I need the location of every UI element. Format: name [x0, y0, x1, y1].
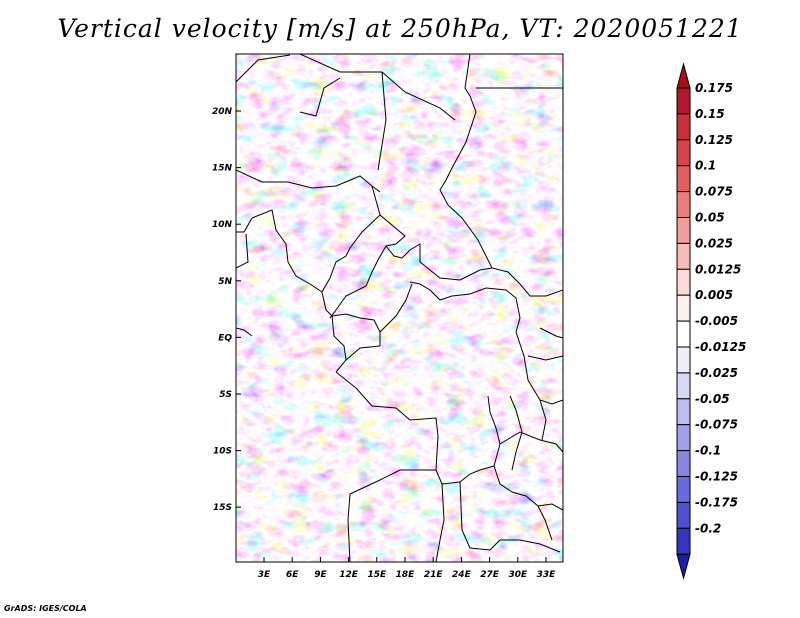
lon-tick-label: 12E — [339, 570, 359, 580]
colorbar-swatch — [676, 242, 691, 270]
colorbar-label: -0.025 — [695, 366, 738, 380]
colorbar-label: -0.005 — [695, 314, 738, 328]
colorbar-top-arrow — [676, 62, 691, 89]
colorbar-label: 0.005 — [695, 288, 733, 302]
colorbar-swatch — [676, 346, 691, 374]
colorbar-swatch — [676, 294, 691, 322]
lon-tick-label: 9E — [314, 570, 327, 580]
colorbar-swatch — [676, 527, 691, 555]
colorbar-swatch — [676, 320, 691, 348]
lon-tick-label: 27E — [480, 570, 500, 580]
colorbar-label: -0.05 — [695, 392, 730, 406]
lon-tick-label: 24E — [452, 570, 472, 580]
colorbar-swatch — [676, 501, 691, 529]
colorbar-swatch — [676, 268, 691, 296]
colorbar-swatch — [676, 476, 691, 503]
colorbar-label: 0.125 — [695, 133, 733, 147]
lon-tick-label: 18E — [396, 570, 416, 580]
map-frame — [235, 53, 564, 563]
colorbar-swatch — [676, 424, 691, 452]
lon-tick-label: 15E — [367, 570, 387, 580]
longitude-axis: 3E 6E 9E 12E 15E 18E 21E 24E 27E 30E 33E — [258, 557, 556, 580]
colorbar-swatch — [676, 217, 691, 244]
colorbar-label: 0.15 — [695, 107, 725, 121]
colorbar-label: 0.175 — [695, 81, 733, 95]
lon-tick-label: 6E — [286, 570, 299, 580]
colorbar-swatch — [676, 450, 691, 478]
colorbar-bottom-arrow — [676, 553, 691, 581]
colorbar-swatch — [676, 191, 691, 219]
latitude-axis: 20N 15N 10N 5N EQ 5S 10S 15S — [212, 107, 241, 513]
lat-tick-label: 15N — [212, 164, 233, 174]
colorbar-swatch — [676, 87, 691, 115]
colorbar-label: 0.1 — [695, 159, 716, 173]
lon-tick-label: 30E — [508, 570, 528, 580]
colorbar-label: -0.175 — [695, 495, 738, 509]
colorbar-label: -0.1 — [695, 444, 721, 458]
colorbar-label: -0.2 — [695, 521, 721, 535]
lat-tick-label: 15S — [213, 503, 232, 513]
colorbar-swatch — [676, 372, 691, 400]
colorbar-label: 0.075 — [695, 185, 733, 199]
colorbar-label: 0.025 — [695, 236, 733, 250]
lat-tick-label: 10N — [212, 220, 233, 230]
lon-tick-label: 3E — [258, 570, 271, 580]
lat-tick-label: 5S — [219, 390, 232, 400]
colorbar-swatch — [676, 139, 691, 167]
colorbar-label: -0.125 — [695, 470, 738, 484]
colorbar-label: 0.0125 — [695, 262, 741, 276]
lat-tick-label: 20N — [212, 107, 233, 117]
colorbar-label: 0.05 — [695, 211, 725, 225]
lat-tick-label: 10S — [213, 447, 232, 457]
lon-tick-label: 33E — [537, 570, 557, 580]
chart-title: Vertical velocity [m/s] at 250hPa, VT: 2… — [57, 14, 743, 43]
colorbar-swatch — [676, 165, 691, 193]
colorbar-label: -0.075 — [695, 418, 738, 432]
velocity-field — [236, 54, 563, 562]
colorbar-label: -0.0125 — [695, 340, 746, 354]
colorbar: 0.175 0.15 0.125 0.1 0.075 0.05 0.025 0.0125 0.0… — [676, 62, 746, 581]
lat-tick-label: EQ — [218, 333, 232, 343]
colorbar-swatch — [676, 113, 691, 141]
country-borders — [236, 54, 563, 562]
lat-tick-label: 5N — [218, 277, 232, 287]
grads-credit: GrADS: IGES/COLA — [4, 604, 87, 613]
lon-tick-label: 21E — [424, 570, 444, 580]
colorbar-swatch — [676, 398, 691, 426]
